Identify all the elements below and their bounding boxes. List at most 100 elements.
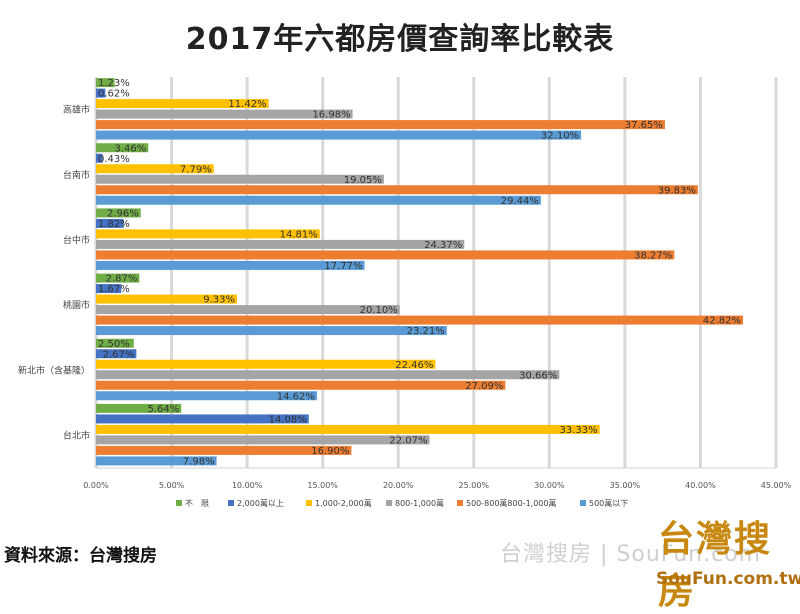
data-label: 42.82% bbox=[703, 316, 741, 327]
data-label: 9.33% bbox=[203, 295, 235, 306]
gridline bbox=[94, 77, 98, 468]
bar bbox=[96, 315, 744, 325]
bar bbox=[96, 294, 237, 304]
data-label: 19.05% bbox=[344, 175, 382, 186]
bar bbox=[96, 174, 384, 184]
x-tick-label: 40.00% bbox=[685, 481, 716, 490]
x-tick-label: 30.00% bbox=[534, 481, 565, 490]
data-label: 16.98% bbox=[312, 110, 350, 121]
data-label: 0.62% bbox=[98, 89, 130, 100]
bar bbox=[96, 445, 352, 455]
x-tick-label: 20.00% bbox=[383, 481, 414, 490]
bar bbox=[96, 195, 541, 205]
gridline bbox=[245, 77, 249, 468]
legend-swatch bbox=[386, 500, 392, 506]
bar bbox=[96, 143, 149, 153]
data-label: 39.83% bbox=[658, 185, 696, 196]
data-label: 37.65% bbox=[625, 120, 663, 131]
x-tick-label: 25.00% bbox=[459, 481, 490, 490]
data-label: 1.23% bbox=[98, 78, 130, 89]
axes: 0.00% 5.00% 10.00% 15.00% 20.00% 25.00% 30.00%… bbox=[18, 104, 792, 490]
data-label: 1.67% bbox=[98, 284, 130, 295]
bar bbox=[96, 153, 103, 163]
data-label: 29.44% bbox=[501, 196, 539, 207]
category-label: 台北市 bbox=[63, 429, 90, 441]
bar bbox=[96, 164, 214, 174]
x-tick-label: 15.00% bbox=[307, 481, 338, 490]
data-label: 7.79% bbox=[180, 164, 212, 175]
legend-label: 500-800萬800-1,000萬 bbox=[466, 498, 556, 508]
data-label: 24.37% bbox=[424, 240, 462, 251]
gridline bbox=[698, 77, 702, 468]
bar bbox=[96, 239, 465, 249]
bar bbox=[96, 380, 506, 390]
data-label: 14.08% bbox=[269, 414, 307, 425]
bar bbox=[96, 359, 436, 369]
gridline bbox=[623, 77, 627, 468]
legend-label: 500萬以下 bbox=[589, 498, 628, 508]
legend-label: 1,000-2,000萬 bbox=[315, 498, 372, 508]
bar bbox=[96, 370, 560, 380]
category-label: 桃園市 bbox=[63, 299, 90, 311]
data-label: 2.96% bbox=[107, 208, 139, 219]
data-label: 3.46% bbox=[115, 143, 147, 154]
brand-site-url: SouFun.com.tw bbox=[656, 569, 800, 589]
bar bbox=[96, 391, 317, 401]
category-label: 高雄市 bbox=[63, 104, 90, 116]
x-tick-label: 0.00% bbox=[83, 481, 109, 490]
data-label: 16.90% bbox=[311, 446, 349, 457]
data-label: 30.66% bbox=[519, 370, 557, 381]
data-label: 22.46% bbox=[395, 360, 433, 371]
category-label: 台南市 bbox=[63, 169, 90, 181]
bar bbox=[96, 130, 582, 140]
legend: 不 限 2,000萬以上 1,000-2,000萬 800-1,000萬 500-800… bbox=[176, 498, 628, 508]
data-label: 2.87% bbox=[106, 274, 138, 285]
data-label: 2.50% bbox=[98, 339, 130, 350]
legend-swatch bbox=[176, 500, 182, 506]
gridline bbox=[547, 77, 551, 468]
data-label: 20.10% bbox=[360, 305, 398, 316]
bar bbox=[96, 78, 115, 88]
data-label: 23.21% bbox=[407, 326, 445, 337]
bar bbox=[96, 185, 698, 195]
legend-swatch bbox=[306, 500, 312, 506]
source-note: 資料來源：台灣搜房 bbox=[4, 546, 157, 566]
data-label: 0.43% bbox=[98, 154, 130, 165]
bar bbox=[96, 273, 140, 283]
bar bbox=[96, 109, 353, 119]
data-label: 2.67% bbox=[103, 349, 135, 360]
gridline bbox=[321, 77, 325, 468]
bar bbox=[96, 120, 665, 130]
data-label: 1.82% bbox=[98, 219, 130, 230]
bar bbox=[96, 435, 430, 445]
data-label: 33.33% bbox=[560, 425, 598, 436]
bar bbox=[96, 456, 217, 466]
bar bbox=[96, 260, 365, 270]
bar bbox=[96, 349, 137, 359]
data-labels: 1.23%0.62% 11.42% 16.98% 37.65% 32.10% 3.46%0… bbox=[98, 78, 741, 467]
gridline bbox=[170, 77, 174, 468]
chart-title: 2017年六都房價查詢率比較表 bbox=[185, 22, 615, 57]
bar bbox=[96, 218, 124, 228]
legend-label: 800-1,000萬 bbox=[395, 498, 444, 508]
bar bbox=[96, 305, 400, 315]
x-tick-label: 5.00% bbox=[159, 481, 185, 490]
bar bbox=[96, 88, 106, 98]
data-label: 32.10% bbox=[541, 131, 579, 142]
legend-label: 不 限 bbox=[185, 499, 209, 508]
legend-swatch bbox=[228, 500, 234, 506]
bar bbox=[96, 338, 134, 348]
legend-swatch bbox=[580, 500, 586, 506]
watermark: 台灣搜房 | SouFun.com bbox=[500, 542, 762, 567]
data-label: 17.77% bbox=[324, 261, 362, 272]
x-tick-label: 35.00% bbox=[610, 481, 641, 490]
legend-label: 2,000萬以上 bbox=[237, 498, 284, 508]
grid-lines bbox=[94, 77, 778, 468]
brand-logo: 台灣搜房 bbox=[658, 518, 773, 612]
data-label: 38.27% bbox=[634, 250, 672, 261]
bar-chart: 1.23%0.62%11.42%16.98%37.65%32.10%3.46%0… bbox=[18, 77, 792, 508]
data-label: 14.81% bbox=[280, 229, 318, 240]
bar bbox=[96, 414, 309, 424]
bar bbox=[96, 326, 447, 336]
gridline bbox=[396, 77, 400, 468]
